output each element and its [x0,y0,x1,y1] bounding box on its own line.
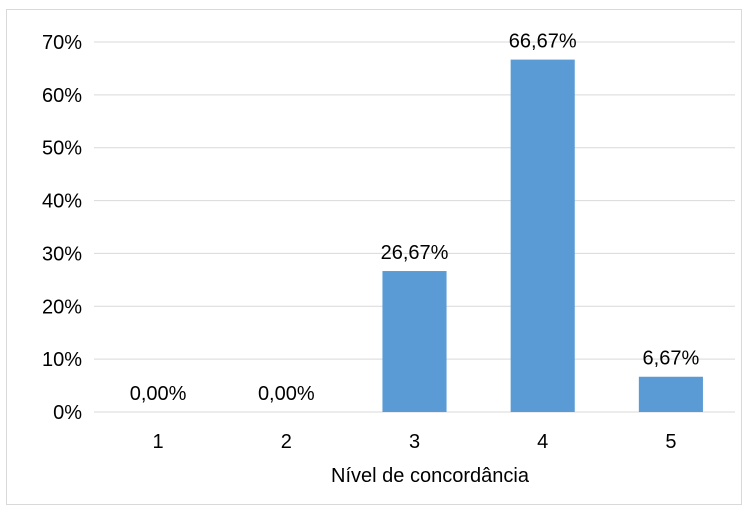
x-tick-label: 5 [665,431,676,453]
y-tick-label: 0% [53,402,82,424]
x-axis-ticks: 1 2 3 4 5 [153,431,677,453]
x-tick-label: 3 [409,431,420,453]
y-tick-label: 60% [42,85,82,107]
x-tick-label: 2 [281,431,292,453]
bar-5 [638,376,703,412]
y-tick-label: 10% [42,349,82,371]
data-label: 26,67% [381,242,449,264]
x-tick-label: 4 [537,431,548,453]
y-tick-label: 20% [42,296,82,318]
x-axis-title: Nível de concordância [331,465,530,487]
y-tick-label: 70% [42,32,82,54]
data-label: 6,67% [643,348,700,370]
y-axis-ticks: 0% 10% 20% 30% 40% 50% 60% 70% [42,32,82,424]
x-tick-label: 1 [153,431,164,453]
y-tick-label: 40% [42,191,82,213]
bar-4 [510,59,575,412]
bars [382,59,703,412]
data-label: 0,00% [130,383,187,405]
data-labels: 0,00% 0,00% 26,67% 66,67% 6,67% [130,31,700,405]
y-tick-label: 50% [42,138,82,160]
y-tick-label: 30% [42,243,82,265]
data-label: 66,67% [509,31,577,53]
chart-frame [6,9,742,505]
data-label: 0,00% [258,383,315,405]
bar-3 [382,271,447,412]
